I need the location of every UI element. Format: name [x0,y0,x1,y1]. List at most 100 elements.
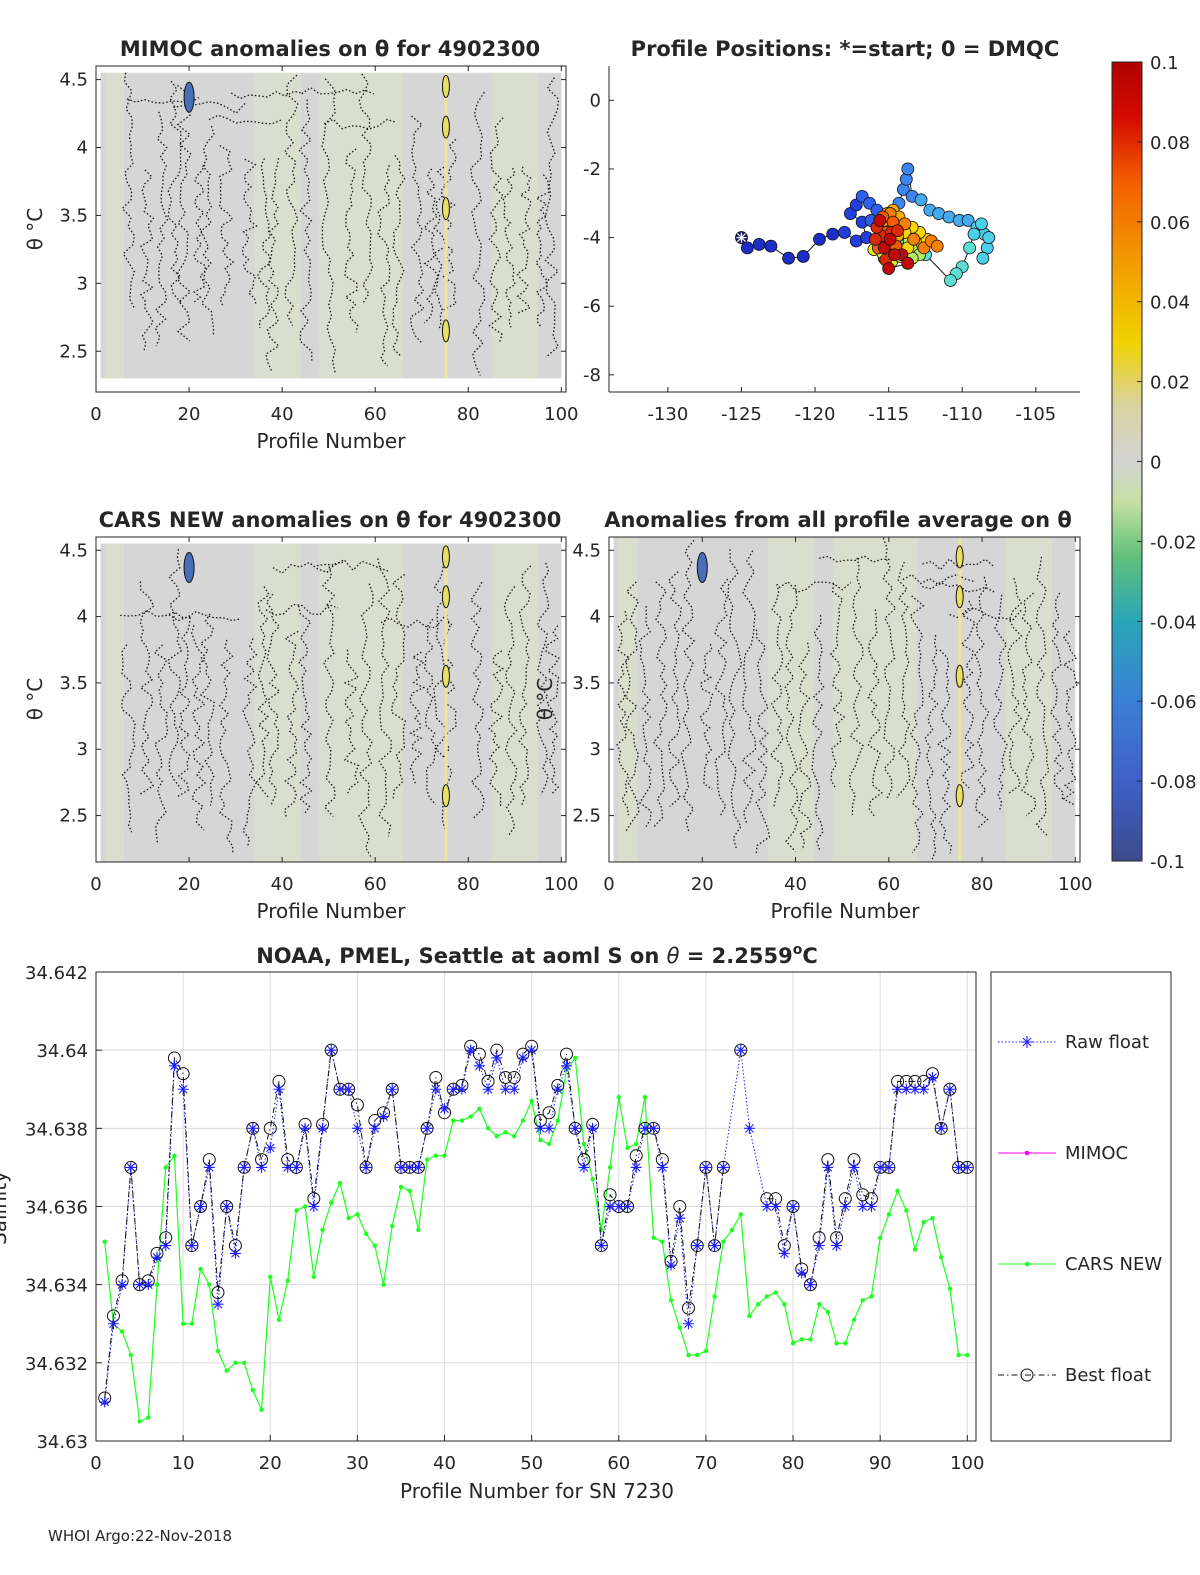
cars-new-point [729,1227,735,1233]
cars-contour [409,651,426,784]
raw-float-point [665,1259,677,1271]
raw-float-point [325,1044,337,1056]
cars-new-point [956,1352,961,1358]
best-float-point [420,1121,434,1135]
position-marker [782,251,795,265]
cars-new-point [851,1317,857,1323]
raw-float-point [107,1318,119,1330]
cars-x-ticks: 0 20 40 60 80 100 [90,537,579,895]
raw-float-point [447,1083,459,1095]
mimoc-tint-band [105,72,124,379]
positions-xtick-label: -130 [647,404,688,425]
allavg-axes-box [608,536,1081,863]
salinity-title-unit: C [802,944,817,968]
allavg-tint-band [767,537,815,862]
cars-new-point [468,1114,473,1119]
cars-contour [433,566,448,830]
raw-float-point [595,1240,607,1252]
best-float-point [194,1200,208,1213]
allavg-contour [680,539,696,832]
raw-float-point [369,1122,381,1134]
colorbar-tick-label: 0.08 [1150,133,1190,154]
cars-new-point [712,1294,717,1299]
allavg-title: Anomalies from all profile average on θ [604,508,1072,532]
mimoc-positive-anomaly [441,74,450,98]
salinity-ytick-label: 34.642 [25,963,88,984]
cars-ylabel: θ °C [23,678,47,721]
position-marker [740,241,754,255]
cars-new-point [137,1419,142,1424]
cars-new-point [372,1243,378,1248]
raw-float-point [378,1111,390,1123]
cars-new-point [128,1352,134,1358]
raw-float-point [961,1161,973,1173]
cars-new-point [921,1219,926,1225]
cars-new-point [590,1176,595,1182]
cars-new-point [189,1321,195,1326]
best-float-point [324,1043,338,1057]
mimoc-contour [176,84,192,342]
positions-xtick-label: -110 [942,404,983,425]
mimoc-contour [423,168,439,324]
cars-new-point [869,1294,874,1299]
cars-new-point [424,1157,430,1162]
salinity-xtick-label: 10 [172,1453,195,1474]
cars-new-point [633,1141,639,1147]
allavg-contour [667,571,682,807]
mimoc-contour [154,111,169,347]
raw-float-point [813,1240,825,1252]
colorbar-tick-label: 0.02 [1150,373,1190,394]
allavg-contour [741,550,757,824]
best-float-point [786,1200,800,1213]
cars-new-point [276,1317,282,1323]
allavg-contour [784,584,799,852]
cars-new-point [311,1274,317,1280]
mimoc-contour [121,72,136,309]
cars-new-point [259,1407,264,1412]
cars-new-point [808,1337,813,1342]
position-marker [764,239,778,253]
salinity-xtick-label: 30 [346,1453,369,1474]
cars-contour [167,549,183,790]
raw-float-point [134,1279,146,1291]
position-marker [888,248,901,262]
raw-float-point [552,1083,564,1095]
cars-new-point [163,1165,168,1170]
best-float-point [629,1149,643,1163]
cars-new-point [738,1212,743,1217]
raw-float-point [604,1201,616,1212]
best-float-line [104,1045,968,1399]
cars-new-point [912,1247,918,1252]
cars-new-point [573,1055,578,1061]
legend-label: CARS NEW [1065,1254,1162,1275]
allavg-xtick-label: 80 [971,874,994,895]
cars-new-point [764,1294,770,1299]
allavg-positive-anomaly [955,664,964,688]
raw-float-point [761,1201,773,1212]
salinity-ytick-label: 34.64 [36,1041,88,1062]
mimoc-contour [126,96,200,104]
raw-float-point [796,1267,808,1279]
mimoc-contour [167,80,182,303]
cars-new-point [451,1118,456,1123]
cars-new-point [407,1188,412,1194]
raw-float-point [831,1240,843,1252]
cars-new-point [694,1352,700,1358]
cars-new-point [538,1137,543,1143]
cars-contour [377,558,392,837]
raw-float-point [630,1161,642,1173]
best-float-point [803,1278,817,1292]
raw-float-point [151,1251,163,1263]
mimoc-ytick-label: 3.5 [59,205,88,226]
salinity-ylabel: Salinity [0,1171,11,1245]
mimoc-contour [358,73,374,303]
best-float-point [716,1160,730,1174]
salinity-legend: Raw float MIMOC CARS NEW Best float [990,971,1172,1442]
mimoc-tint-band [254,72,301,379]
allavg-xtick-label: 0 [603,874,614,895]
raw-float-point [430,1083,442,1095]
cars-contour [199,613,215,806]
best-float-point [237,1160,251,1174]
legend-circle-icon [1020,1368,1034,1382]
